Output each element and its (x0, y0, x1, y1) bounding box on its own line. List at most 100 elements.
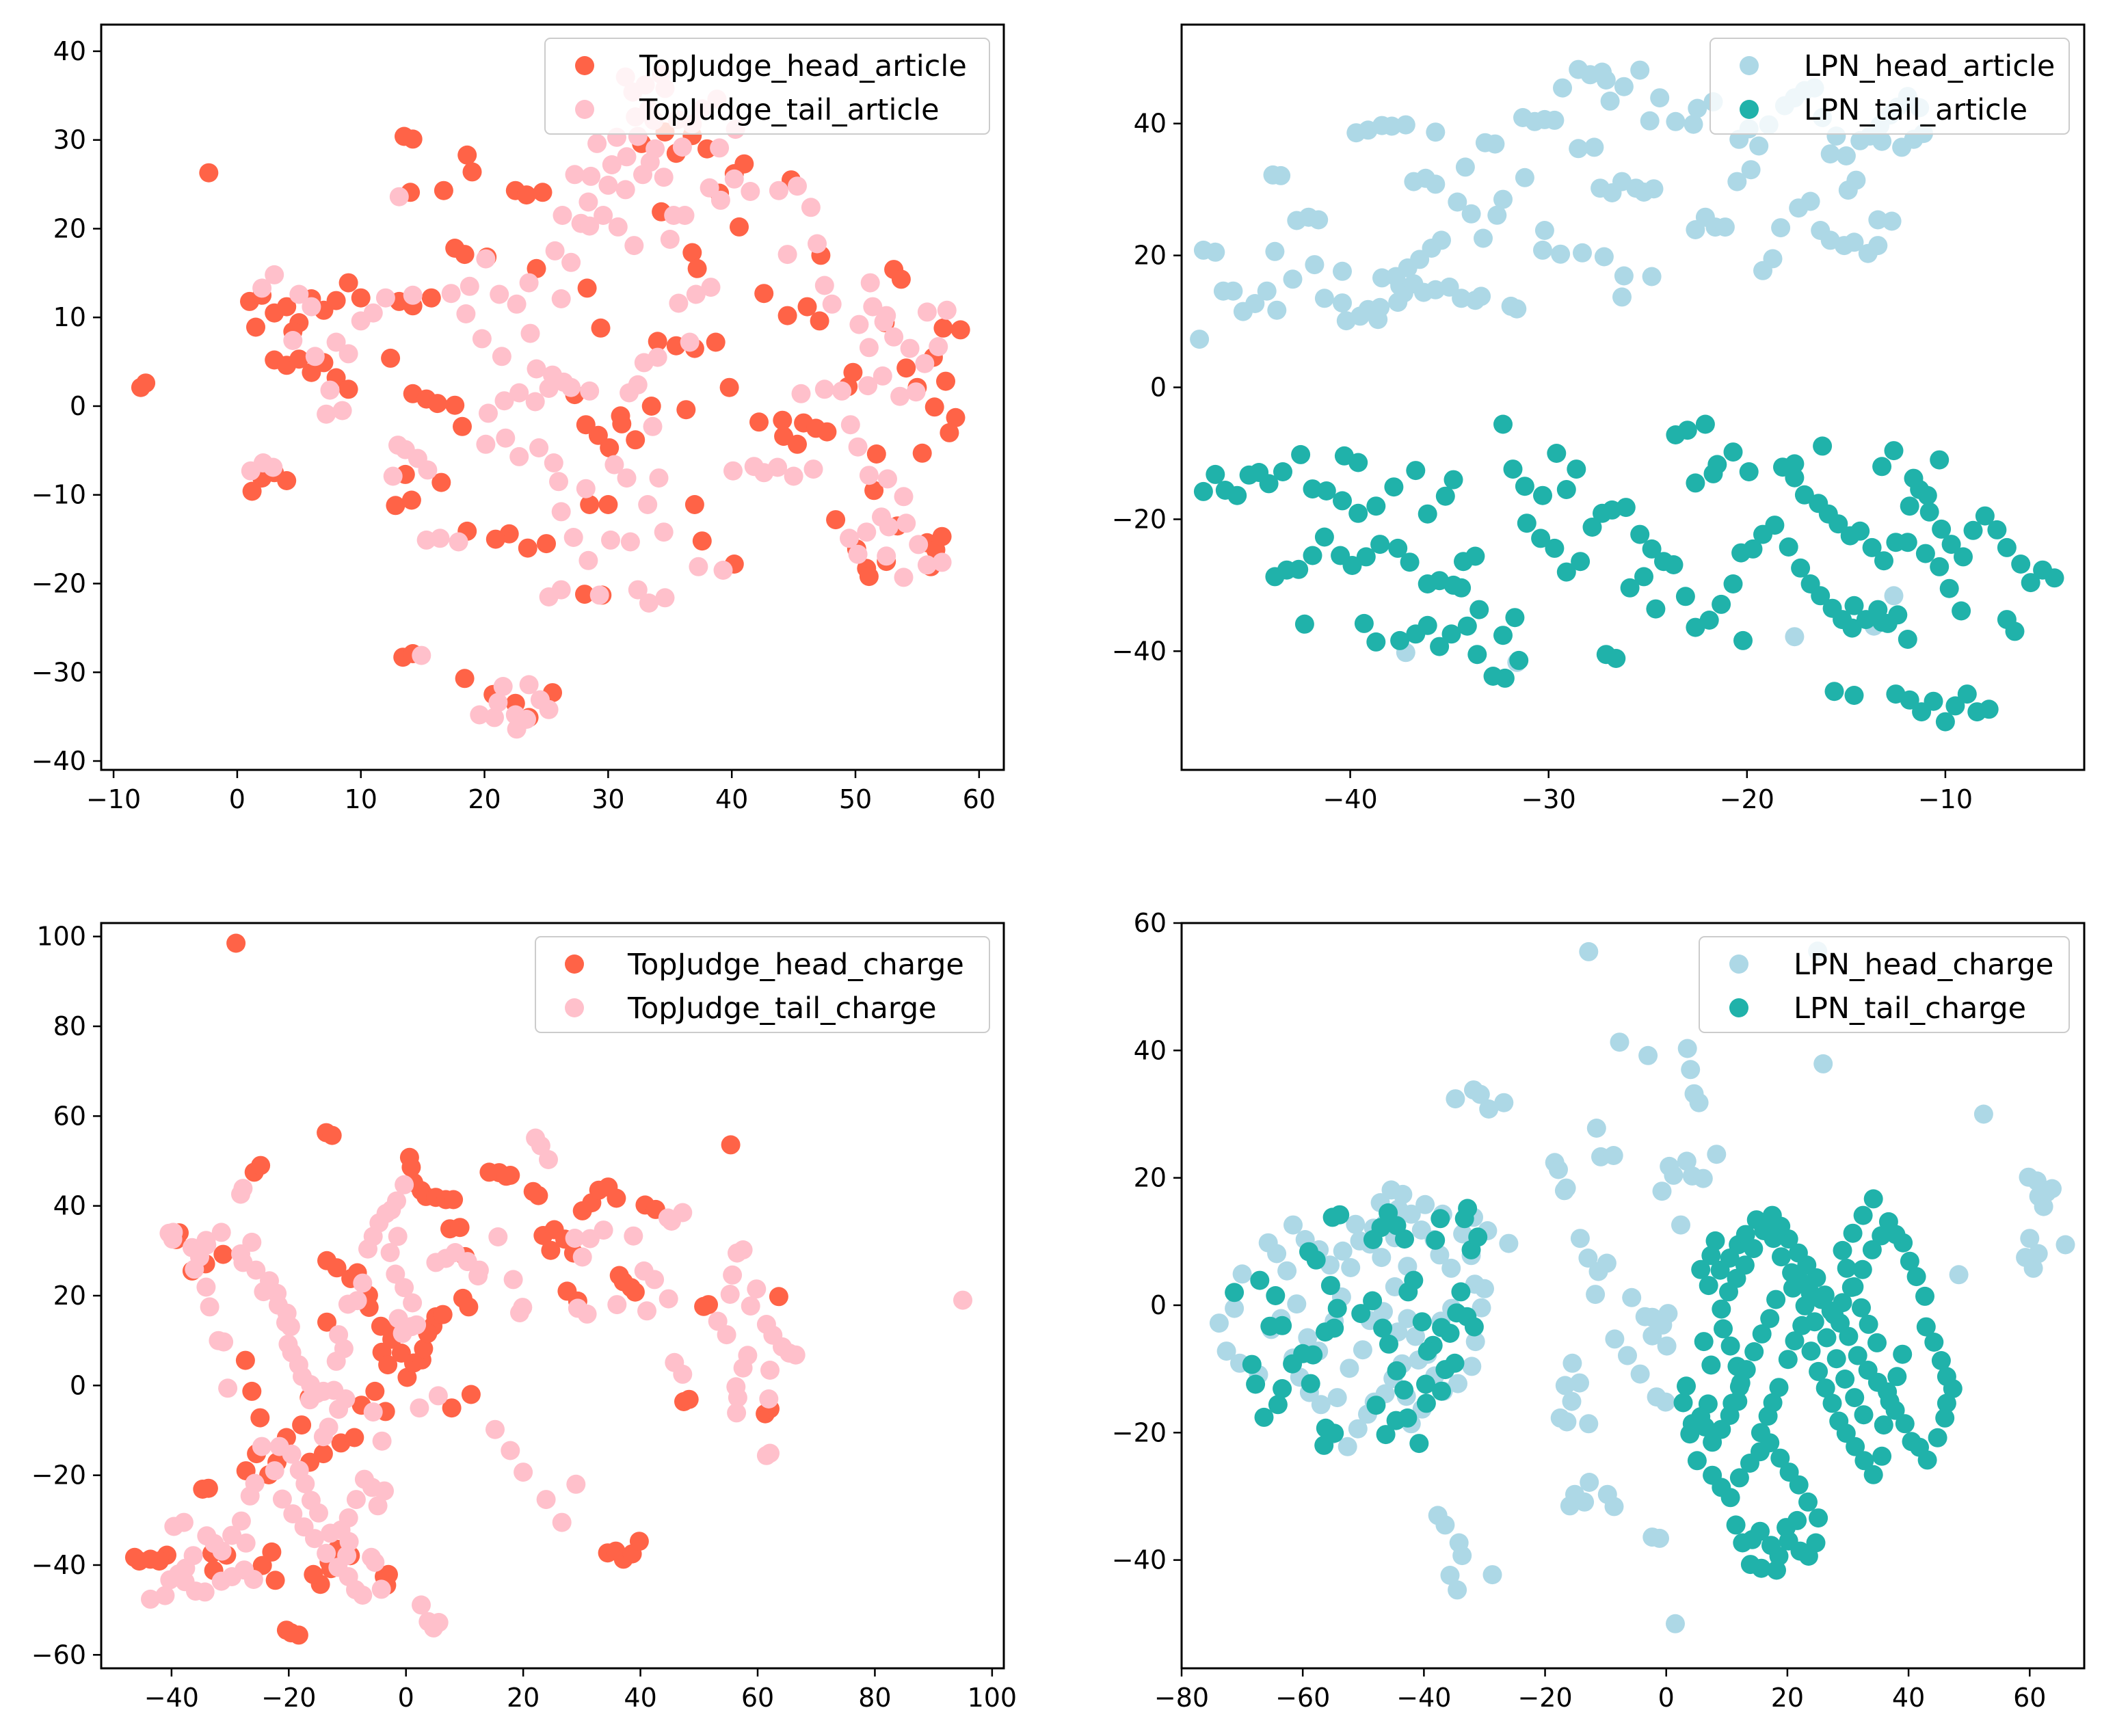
scatter-point (1250, 1270, 1270, 1290)
scatter-point (242, 1381, 262, 1401)
scatter-point (1277, 1261, 1297, 1281)
scatter-point (1954, 547, 1973, 567)
scatter-point (1695, 414, 1715, 434)
scatter-point (301, 1491, 321, 1510)
scatter-point (444, 1190, 464, 1210)
scatter-point (1715, 217, 1735, 237)
scatter-point (1900, 1251, 1919, 1271)
scatter-point (197, 1526, 217, 1546)
scatter-point (843, 362, 863, 382)
scatter-point (1330, 1205, 1350, 1225)
scatter-point (848, 437, 868, 457)
scatter-point (1386, 1411, 1406, 1430)
scatter-point (1705, 1231, 1725, 1251)
scatter-point (1586, 1285, 1606, 1305)
scatter-point (326, 291, 346, 310)
scatter-point (1291, 444, 1311, 464)
scatter-point (639, 593, 658, 613)
scatter-point (1859, 1314, 1878, 1334)
scatter-point (1694, 1332, 1714, 1352)
scatter-point (759, 1389, 779, 1408)
scatter-point (565, 1229, 585, 1248)
scatter-point (1418, 504, 1437, 524)
scatter-point (456, 304, 476, 323)
scatter-point (381, 348, 401, 368)
scatter-point (654, 522, 674, 542)
x-tick-label: 60 (963, 784, 996, 814)
scatter-point (1305, 255, 1325, 275)
legend-marker-head (565, 954, 584, 974)
scatter-point (313, 1444, 333, 1464)
scatter-point (1699, 1276, 1718, 1296)
scatter-point (1937, 1367, 1956, 1387)
scatter-point (1862, 537, 1882, 557)
scatter-point (840, 529, 859, 548)
scatter-point (338, 379, 358, 399)
scatter-point (305, 1529, 324, 1549)
scatter-point (1788, 1243, 1808, 1263)
scatter-point (1441, 624, 1461, 644)
scatter-point (1503, 459, 1523, 479)
x-tick-label: 40 (1892, 1683, 1925, 1713)
scatter-point (1844, 1277, 1864, 1296)
y-tick-label: −20 (31, 1460, 86, 1491)
x-tick-label: −40 (144, 1683, 199, 1713)
y-tick-label: 0 (1150, 1290, 1167, 1320)
x-tick-label: −10 (86, 784, 141, 814)
scatter-point (1763, 1393, 1783, 1413)
scatter-point (231, 1511, 251, 1531)
scatter-point (1763, 249, 1783, 269)
scatter-point (421, 288, 441, 308)
panel-topjudge-charge: −40 −20 0 20 40 60 80 100 −60 −40 −20 0 20 40 60 80 100… (31, 922, 1017, 1713)
y-tick-label: −60 (31, 1640, 86, 1670)
scatter-point (1698, 1394, 1718, 1414)
legend-box (544, 38, 990, 135)
scatter-point (940, 423, 959, 442)
scatter-point (832, 381, 852, 401)
scatter-point (900, 338, 920, 358)
scatter-point (1340, 1359, 1359, 1378)
scatter-point (1341, 1258, 1361, 1277)
x-tick-label: 40 (715, 784, 748, 814)
x-tick-label: 20 (1771, 1683, 1804, 1713)
scatter-point (1693, 1169, 1713, 1188)
scatter-point (2034, 1197, 2053, 1216)
scatter-point (1553, 78, 1572, 98)
scatter-point (1655, 1392, 1675, 1412)
scatter-point (479, 403, 498, 423)
scatter-point (1216, 1341, 1236, 1361)
scatter-point (1584, 137, 1604, 157)
panel-lpn-charge-frame (1180, 922, 2086, 1670)
scatter-point (1509, 650, 1529, 670)
scatter-point (840, 415, 860, 435)
scatter-point (1850, 521, 1870, 541)
scatter-point (1979, 699, 1999, 719)
scatter-point (1815, 1378, 1835, 1398)
scatter-point (476, 434, 496, 454)
scatter-point (760, 1443, 780, 1463)
scatter-point (214, 1332, 234, 1352)
legend-marker-tail (565, 998, 584, 1017)
scatter-point (1351, 1304, 1371, 1324)
scatter-point (1580, 1473, 1599, 1492)
scatter-point (1712, 594, 1731, 614)
scatter-point (1493, 626, 1513, 645)
scatter-point (788, 434, 807, 454)
scatter-point (1430, 1245, 1450, 1265)
scatter-point (1785, 468, 1805, 488)
scatter-point (665, 1352, 684, 1372)
scatter-point (1299, 1242, 1318, 1261)
y-tick-label: −40 (31, 746, 86, 776)
scatter-point (1597, 1253, 1617, 1273)
scatter-point (1963, 520, 1983, 540)
scatter-point (728, 1388, 747, 1408)
scatter-point (1707, 455, 1727, 475)
scatter-point (1839, 1326, 1859, 1346)
scatter-point (375, 288, 395, 308)
scatter-point (600, 438, 620, 457)
scatter-point (1551, 244, 1571, 264)
scatter-point (1396, 115, 1415, 135)
x-tick-label: 20 (507, 1683, 540, 1713)
scatter-point (1712, 1299, 1731, 1319)
scatter-point (1432, 1381, 1452, 1401)
